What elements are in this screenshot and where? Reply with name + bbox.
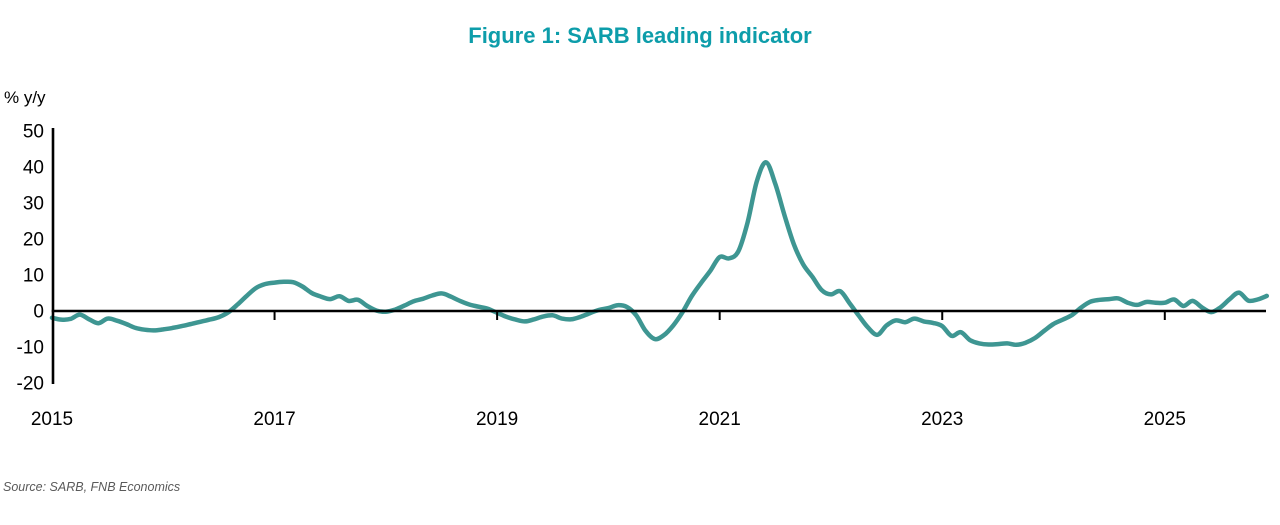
y-tick-label: -20 (17, 374, 44, 395)
y-tick-label: 0 (33, 302, 44, 323)
y-tick-label: 30 (23, 194, 44, 215)
x-tick-label: 2017 (253, 409, 295, 430)
y-tick-label: 10 (23, 266, 44, 287)
y-tick-label: 50 (23, 122, 44, 143)
x-tick-label: 2023 (921, 409, 963, 430)
leading-indicator-series-line (49, 160, 1270, 348)
chart-title: Figure 1: SARB leading indicator (468, 23, 812, 48)
y-tick-label: 20 (23, 230, 44, 251)
source-note: Source: SARB, FNB Economics (3, 480, 180, 494)
y-tick-label: 40 (23, 158, 44, 179)
y-axis-unit-label: % y/y (4, 88, 46, 107)
y-tick-label: -10 (17, 338, 44, 359)
tick-layer: 50 40 30 20 10 0 -10 -20 2015 2017 2019 2021 2023 202… (17, 122, 1186, 431)
x-tick-label: 2015 (31, 409, 73, 430)
x-tick-label: 2019 (476, 409, 518, 430)
x-tick-label: 2025 (1144, 409, 1186, 430)
x-tick-label: 2021 (699, 409, 741, 430)
series-layer (49, 160, 1270, 348)
